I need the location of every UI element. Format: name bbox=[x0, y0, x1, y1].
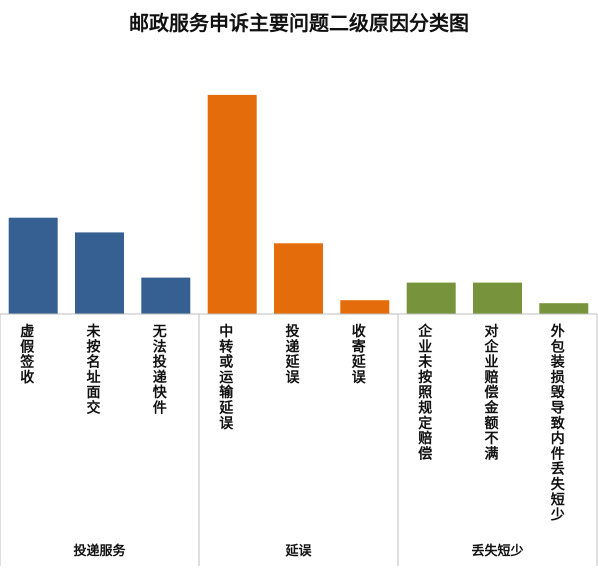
bar-2 bbox=[75, 232, 124, 314]
category-label-2: 未按名址面交 bbox=[87, 323, 102, 417]
group-label-3: 丢失短少 bbox=[471, 543, 523, 559]
category-label-9: 外包装损毁导致内件丢失短少 bbox=[550, 323, 566, 524]
bar-3 bbox=[141, 277, 191, 314]
bar-8 bbox=[473, 282, 522, 314]
axis-layer bbox=[0, 313, 598, 566]
bar-6 bbox=[340, 300, 390, 314]
group-label-2: 延误 bbox=[284, 543, 312, 559]
category-label-8: 对企业赔偿金额不满 bbox=[484, 323, 500, 462]
category-label-7: 企业未按照规定赔偿 bbox=[417, 323, 433, 462]
category-label-6: 收寄延误 bbox=[351, 323, 367, 386]
category-labels-layer: 虚假签收 未按名址面交 无法投递快件 中转或运输延误 投递延误 收寄延误 企业未按照规定赔偿… bbox=[19, 323, 566, 524]
bar-7 bbox=[406, 282, 456, 314]
category-label-1: 虚假签收 bbox=[19, 323, 35, 386]
bar-5 bbox=[274, 243, 323, 314]
group-label-1: 投递服务 bbox=[73, 543, 126, 559]
group-labels-layer: 投递服务 延误 丢失短少 bbox=[73, 543, 523, 559]
bar-1 bbox=[8, 217, 58, 314]
chart-title: 邮政服务申诉主要问题二级原因分类图 bbox=[129, 11, 469, 35]
category-label-4: 中转或运输延误 bbox=[218, 323, 234, 432]
bars-layer bbox=[8, 94, 589, 315]
bar-4 bbox=[207, 94, 257, 315]
category-label-3: 无法投递快件 bbox=[152, 324, 168, 417]
category-label-5: 投递延误 bbox=[285, 324, 301, 386]
bar-9 bbox=[539, 303, 589, 314]
